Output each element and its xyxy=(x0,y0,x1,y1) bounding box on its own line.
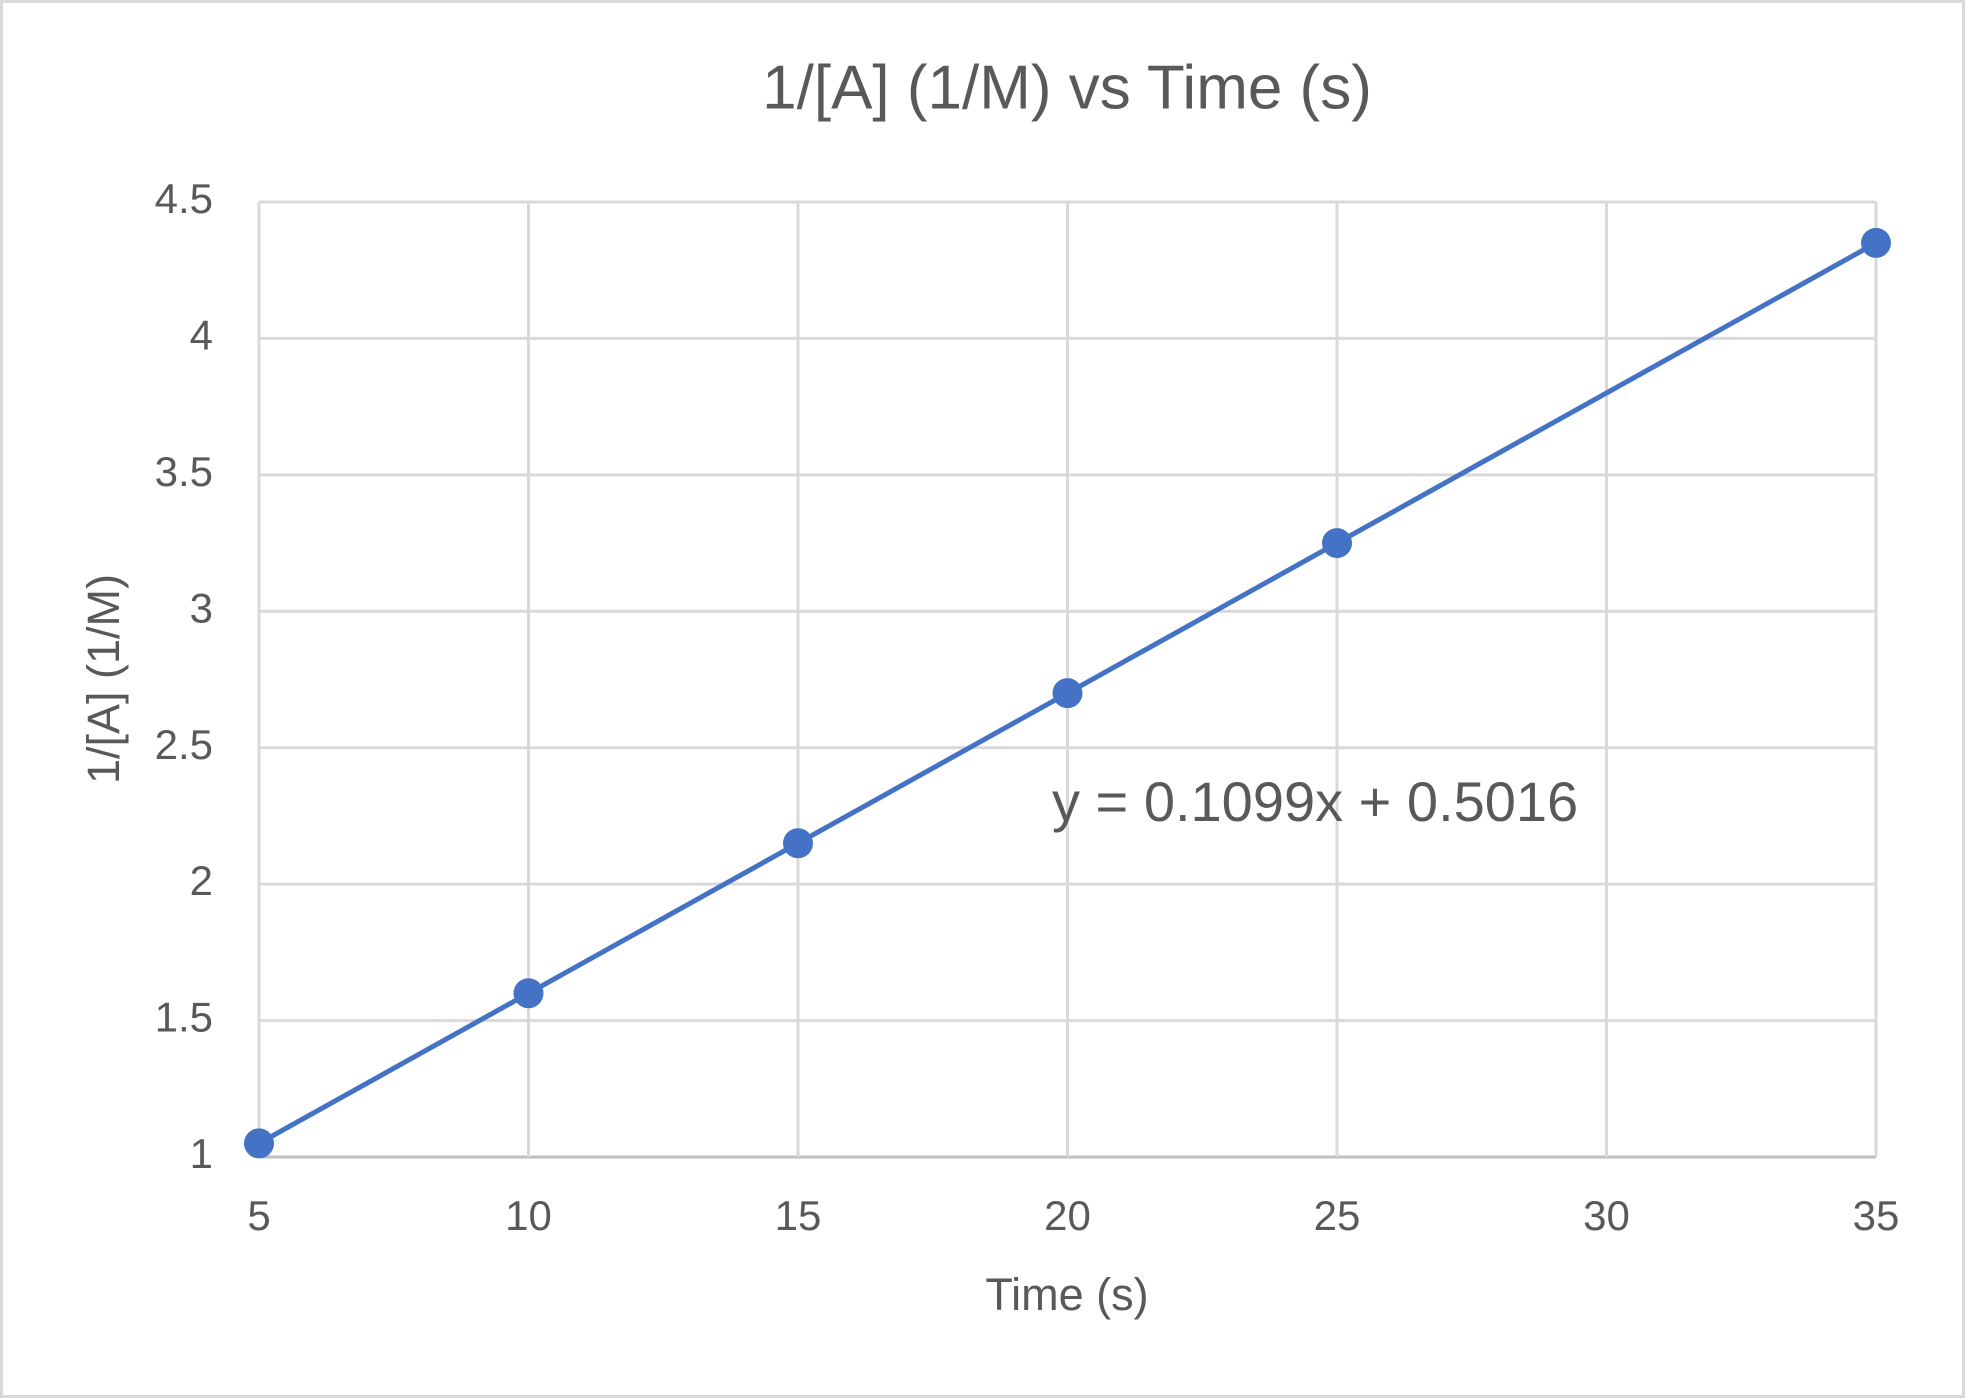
data-point xyxy=(1052,678,1083,709)
data-point xyxy=(244,1128,274,1159)
data-point xyxy=(783,828,813,859)
y-tick-label: 1.5 xyxy=(155,994,213,1041)
x-tick-label: 20 xyxy=(1044,1192,1091,1239)
y-tick-label: 2.5 xyxy=(155,721,213,768)
y-tick-label: 3 xyxy=(190,584,213,631)
y-tick-label: 1 xyxy=(190,1130,213,1177)
x-tick-label: 25 xyxy=(1314,1192,1361,1239)
x-tick-label: 35 xyxy=(1853,1192,1900,1239)
y-tick-label: 4.5 xyxy=(155,175,213,222)
data-point xyxy=(513,978,544,1009)
x-tick-label: 15 xyxy=(775,1192,822,1239)
x-tick-label: 5 xyxy=(247,1192,270,1239)
trendline-equation: y = 0.1099x + 0.5016 xyxy=(1052,770,1578,833)
x-tick-label: 30 xyxy=(1583,1192,1630,1239)
data-line xyxy=(257,240,1878,1146)
y-tick-label: 3.5 xyxy=(155,448,213,495)
chart-title: 1/[A] (1/M) vs Time (s) xyxy=(762,53,1372,122)
y-tick-label: 4 xyxy=(190,312,213,359)
data-point xyxy=(1322,528,1352,559)
y-axis-title: 1/[A] (1/M) xyxy=(78,574,129,784)
x-axis-title: Time (s) xyxy=(985,1269,1148,1320)
x-tick-label: 10 xyxy=(505,1192,552,1239)
data-point xyxy=(1861,227,1891,258)
y-tick-label: 2 xyxy=(190,857,213,904)
